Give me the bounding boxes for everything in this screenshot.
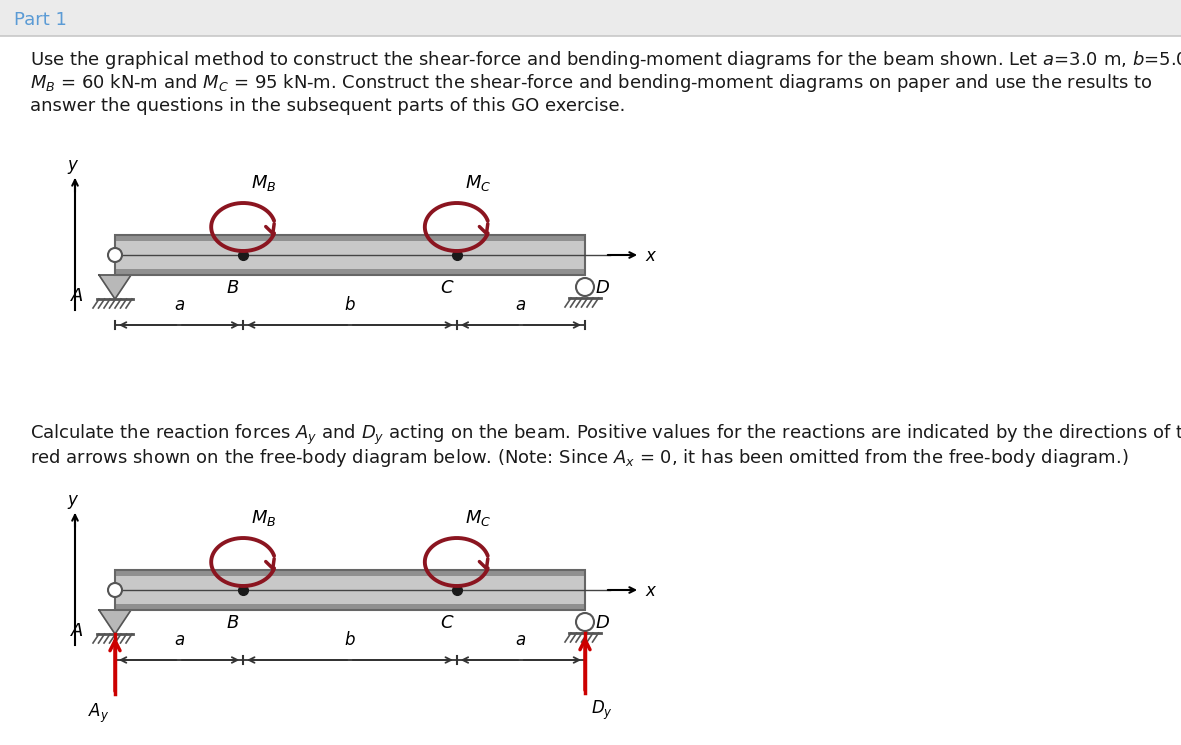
- Bar: [115, 570, 585, 576]
- Bar: [115, 235, 585, 241]
- Bar: [115, 570, 585, 610]
- Circle shape: [107, 248, 122, 262]
- Text: red arrows shown on the free-body diagram below. (Note: Since $A_x$ = 0, it has : red arrows shown on the free-body diagra…: [30, 447, 1129, 469]
- Text: $b$: $b$: [344, 631, 355, 649]
- Polygon shape: [99, 610, 131, 634]
- Text: $a$: $a$: [515, 296, 527, 314]
- Text: $a$: $a$: [174, 296, 184, 314]
- Text: $y$: $y$: [67, 158, 79, 176]
- Text: $x$: $x$: [645, 582, 658, 600]
- Text: Use the graphical method to construct the shear-force and bending-moment diagram: Use the graphical method to construct th…: [30, 49, 1181, 71]
- Text: $a$: $a$: [515, 631, 527, 649]
- Text: $D$: $D$: [595, 279, 611, 297]
- Text: $M_B$: $M_B$: [252, 173, 276, 193]
- Bar: [115, 570, 585, 610]
- Text: $A$: $A$: [70, 287, 84, 305]
- Bar: [0, 0, 1181, 36]
- Circle shape: [576, 613, 594, 631]
- Text: $D$: $D$: [595, 614, 611, 632]
- Bar: [115, 235, 585, 275]
- Text: $C$: $C$: [441, 614, 455, 632]
- Polygon shape: [99, 275, 131, 299]
- Text: $a$: $a$: [174, 631, 184, 649]
- Text: $M_B$ = 60 kN-m and $M_C$ = 95 kN-m. Construct the shear-force and bending-momen: $M_B$ = 60 kN-m and $M_C$ = 95 kN-m. Con…: [30, 72, 1153, 94]
- Bar: [115, 235, 585, 275]
- Text: Calculate the reaction forces $A_y$ and $D_y$ acting on the beam. Positive value: Calculate the reaction forces $A_y$ and …: [30, 423, 1181, 447]
- Bar: [115, 269, 585, 275]
- Text: $A_y$: $A_y$: [87, 702, 109, 725]
- Text: Part 1: Part 1: [14, 11, 67, 29]
- Text: $x$: $x$: [645, 247, 658, 265]
- Text: $B$: $B$: [226, 614, 240, 632]
- Text: $A$: $A$: [70, 622, 84, 640]
- Bar: [115, 604, 585, 610]
- Text: $b$: $b$: [344, 296, 355, 314]
- Text: $D_y$: $D_y$: [590, 699, 613, 722]
- Text: answer the questions in the subsequent parts of this GO exercise.: answer the questions in the subsequent p…: [30, 97, 626, 115]
- Text: $M_C$: $M_C$: [465, 508, 491, 528]
- Circle shape: [107, 583, 122, 597]
- Text: $M_C$: $M_C$: [465, 173, 491, 193]
- Circle shape: [576, 278, 594, 296]
- Text: $M_B$: $M_B$: [252, 508, 276, 528]
- Text: $y$: $y$: [67, 493, 79, 511]
- Text: $C$: $C$: [441, 279, 455, 297]
- Text: $B$: $B$: [226, 279, 240, 297]
